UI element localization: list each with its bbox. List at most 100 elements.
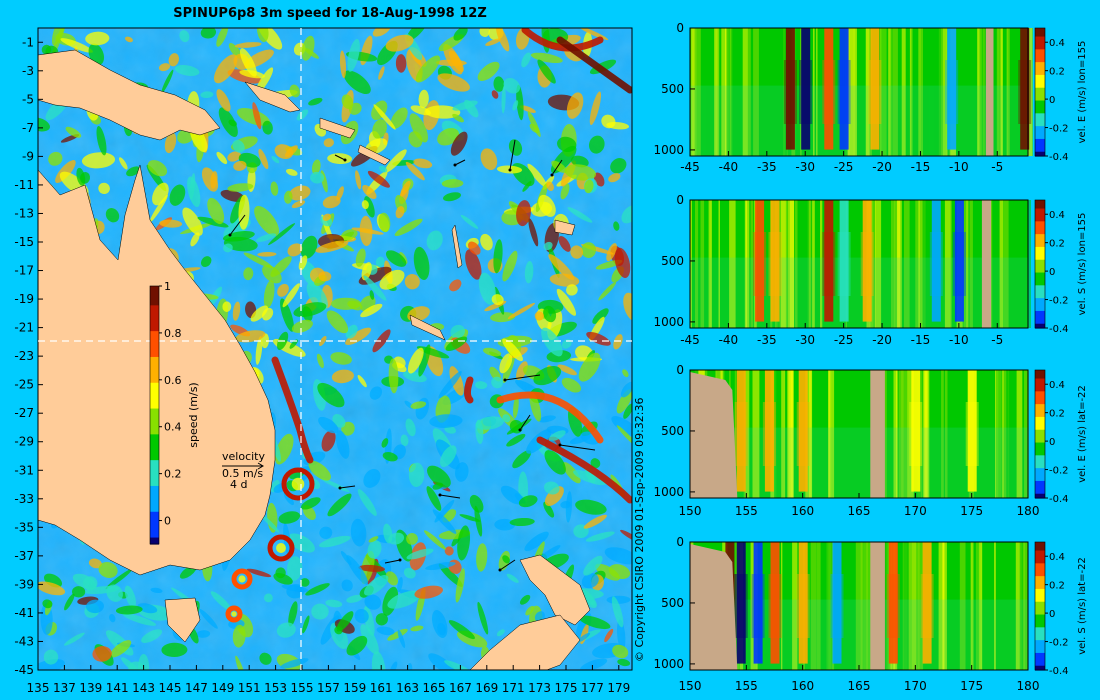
section-colorbar-tick-label: 0.4 [1049, 552, 1065, 563]
section-colorbar-swatch [1035, 623, 1045, 628]
section-colorbar-tick-label: 0.4 [1049, 210, 1065, 221]
section-streak [820, 200, 823, 328]
section-streak [714, 28, 720, 156]
section-streak [800, 28, 802, 156]
colorbar-swatch [150, 382, 159, 390]
section-streak [812, 200, 815, 328]
section-colorbar-swatch [1035, 391, 1045, 397]
section-feature-halo [822, 232, 836, 296]
section-streak [893, 370, 898, 498]
velocity-arrow [454, 159, 466, 166]
map-x-tick-label: 147 [185, 681, 208, 695]
colorbar-swatch [150, 466, 159, 474]
section-streak [972, 542, 979, 670]
jet-current [271, 356, 314, 464]
section-streak [752, 370, 760, 498]
colorbar-swatch [150, 440, 159, 448]
section-colorbar-swatch [1035, 468, 1045, 473]
colorbar-swatch [150, 434, 159, 442]
section-feature [862, 200, 872, 322]
section-feature [870, 28, 880, 150]
map-x-tick-label: 179 [607, 681, 630, 695]
landmass [319, 117, 356, 139]
section-feature [824, 28, 834, 150]
map-y-tick-label: -9 [22, 149, 34, 163]
map-y-tick-label: -15 [14, 235, 34, 249]
section-colorbar-swatch [1035, 455, 1045, 461]
section-deep [690, 257, 1028, 328]
section-colorbar-swatch [1035, 229, 1045, 235]
velocity-arrow [504, 374, 541, 381]
section-colorbar-swatch [1035, 32, 1045, 38]
section-colorbar-swatch [1035, 421, 1045, 427]
section-colorbar-swatch [1035, 657, 1045, 663]
colorbar-swatch [150, 324, 159, 332]
section-y-tick-label: 500 [661, 254, 684, 268]
section-colorbar-swatch [1035, 429, 1045, 435]
section-colorbar-swatch [1035, 580, 1045, 586]
section-colorbar-swatch [1035, 434, 1045, 439]
colorbar-swatch [150, 453, 159, 461]
section-streak [690, 200, 692, 328]
colorbar-tick-label: 1 [164, 280, 171, 293]
section-streak [941, 370, 944, 498]
section-colorbar-swatch [1035, 593, 1045, 599]
section-colorbar-swatch [1035, 143, 1045, 149]
map-y-tick-label: -1 [22, 35, 34, 49]
section-streak [912, 542, 920, 670]
section-colorbar-tick-label: 0.2 [1049, 581, 1065, 592]
colorbar-swatch [150, 492, 159, 500]
section-colorbar-label: vel. E (m/s) lat=-22 [1077, 385, 1088, 483]
section-colorbar-tick-label: -0.4 [1049, 666, 1069, 677]
section-streak [904, 200, 910, 328]
section-streak [1021, 542, 1029, 670]
section-feature-halo [762, 402, 776, 466]
section-colorbar-swatch [1035, 550, 1045, 556]
colorbar-swatch [150, 485, 159, 493]
colorbar-label: speed (m/s) [187, 382, 200, 447]
section-streak [923, 370, 930, 498]
section-colorbar-swatch [1035, 151, 1045, 157]
section-streak [855, 200, 861, 328]
velocity-days: 4 d [230, 478, 247, 491]
section-colorbar-swatch [1035, 221, 1045, 227]
section-feature [753, 542, 763, 664]
section-colorbar-swatch [1035, 204, 1045, 210]
velocity-legend: velocity 0.5 m/s 4 d [222, 450, 265, 491]
section-colorbar-swatch [1035, 412, 1045, 418]
section-colorbar-swatch [1035, 70, 1045, 76]
section-colorbar-tick-label: 0.4 [1049, 38, 1065, 49]
section-colorbar-swatch [1035, 315, 1045, 321]
velocity-arrow [509, 139, 516, 171]
section-colorbar-tick-label: -0.4 [1049, 324, 1069, 335]
section-y-tick-label: 0 [676, 363, 684, 377]
velocity-arrow-origin [438, 493, 442, 497]
section-streak [959, 542, 966, 670]
section-streak [821, 370, 828, 498]
section-colorbar-swatch [1035, 130, 1045, 136]
section-deep [690, 85, 1028, 156]
landmass [519, 554, 591, 626]
section-colorbar-swatch [1035, 121, 1045, 127]
section-colorbar-tick-label: 0 [1049, 95, 1055, 106]
section-colorbar-swatch [1035, 306, 1045, 312]
section-streak [780, 200, 787, 328]
velocity-arrow [384, 559, 401, 564]
section-feature [911, 370, 921, 492]
seabed-ridge [870, 370, 885, 498]
map-x-tick-label: 177 [581, 681, 604, 695]
section-colorbar-tick-label: 0.2 [1049, 409, 1065, 420]
section-feature-halo [1018, 60, 1032, 124]
seabed-ridge [981, 200, 992, 328]
section-streak [813, 370, 821, 498]
section-colorbar-swatch [1035, 644, 1045, 650]
section-streak [979, 28, 984, 156]
map-x-tick-label: 167 [449, 681, 472, 695]
section-frame [689, 199, 1029, 329]
colorbar-swatch [150, 292, 159, 300]
colorbar-swatch [150, 286, 159, 294]
colorbar-swatch [150, 498, 159, 506]
section-colorbar-swatch [1035, 571, 1045, 577]
section-feature-halo [920, 574, 934, 638]
section-streak [854, 28, 857, 156]
